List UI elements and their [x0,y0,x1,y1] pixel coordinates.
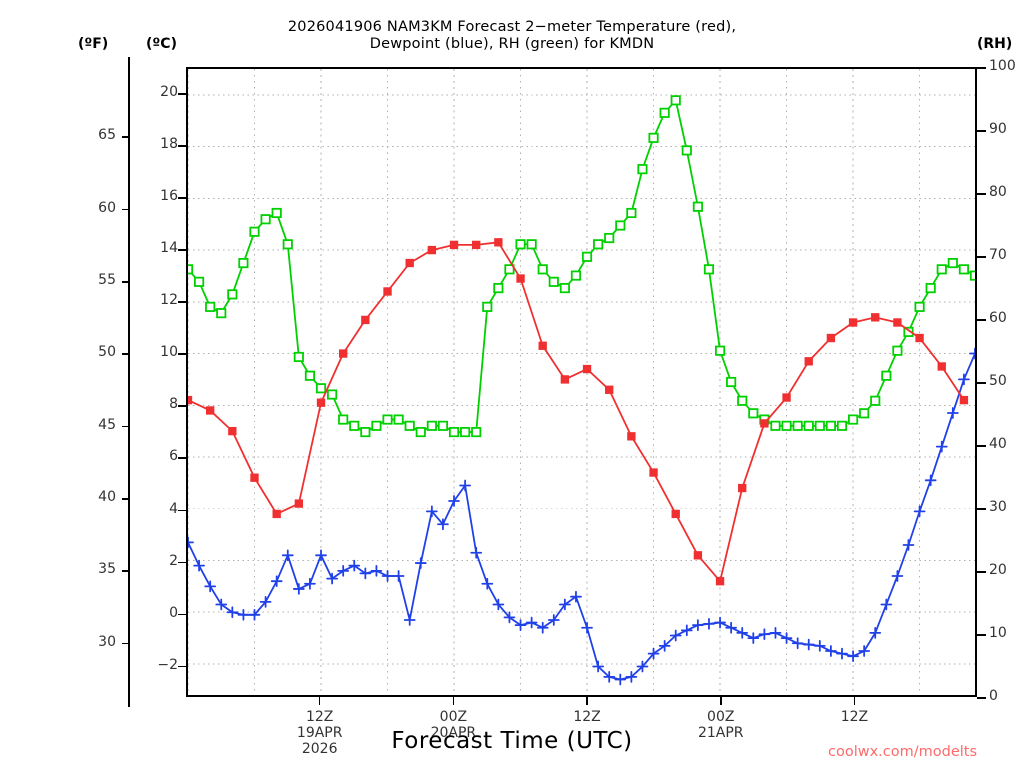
celsius-tick--2-mark [178,665,186,668]
watermark: coolwx.com/modelts [828,744,978,760]
fahrenheit-tick-45-mark [122,425,130,428]
rh-tick-10-mark [977,634,986,636]
celsius-tick-4-mark [178,509,186,512]
rh-tick-100-mark [977,67,986,69]
fahrenheit-tick-30-mark [122,642,130,645]
fahrenheit-tick-30: 30 [98,633,116,650]
fahrenheit-axis-spine [128,57,130,707]
fahrenheit-tick-50-mark [122,353,130,355]
celsius-tick-14-mark [178,249,186,251]
series-dewpoint [188,347,975,686]
series-temperature [188,238,969,586]
rh-tick-50-mark [977,382,986,384]
celsius-tick-12-mark [178,301,186,303]
time-tick-label-00Z-20APR: 00Z 20APR [430,709,477,741]
fahrenheit-tick-35: 35 [98,561,116,578]
celsius-tick-16-mark [178,197,186,199]
chart-title-line1: 2026041906 NAM3KM Forecast 2−meter Tempe… [287,19,737,35]
fahrenheit-tick-65: 65 [98,127,116,144]
rh-axis-header: (RH) [977,36,1013,52]
chart-title-line2: Dewpoint (blue), RH (green) for KMDN [369,36,655,52]
fahrenheit-tick-45: 45 [98,416,116,433]
fahrenheit-tick-55: 55 [98,272,116,289]
time-tick-label-12Z: 12Z [840,709,869,725]
celsius-tick-20: 20 [160,84,178,101]
rh-tick-30-mark [977,508,986,510]
fahrenheit-axis-header: (ºF) [78,36,109,52]
rh-tick-10: 10 [989,625,1007,641]
rh-tick-30: 30 [989,499,1007,515]
series-rh [188,95,975,438]
celsius-tick-6: 6 [169,448,178,465]
fahrenheit-tick-40: 40 [98,488,116,505]
celsius-tick-10-mark [178,353,186,355]
celsius-tick-14: 14 [160,240,178,257]
rh-tick-40-mark [977,445,986,447]
fahrenheit-tick-40-mark [122,497,130,500]
time-tick-mark-00Z [452,697,455,705]
rh-tick-50: 50 [989,373,1007,389]
celsius-tick-18: 18 [160,136,178,153]
fahrenheit-tick-60: 60 [98,199,116,216]
rh-tick-60: 60 [989,310,1007,326]
celsius-tick-12: 12 [160,292,178,309]
data-layer [188,95,975,686]
celsius-tick-18-mark [178,145,186,147]
rh-tick-70: 70 [989,247,1007,263]
rh-tick-80-mark [977,193,986,195]
plot-area [186,67,977,697]
time-tick-label-00Z-21APR: 00Z 21APR [697,709,744,741]
celsius-tick-16: 16 [160,188,178,205]
rh-tick-0: 0 [989,688,998,704]
rh-tick-100: 100 [989,58,1016,74]
rh-tick-20: 20 [989,562,1007,578]
celsius-tick-6-mark [178,457,186,460]
time-tick-mark-00Z [719,697,722,705]
rh-tick-20-mark [977,571,986,573]
celsius-tick-0: 0 [169,604,178,621]
fahrenheit-tick-50: 50 [98,344,116,361]
time-tick-label-12Z-19APR-2026: 12Z 19APR 2026 [296,709,343,757]
fahrenheit-tick-65-mark [122,136,130,138]
celsius-tick-2: 2 [169,552,178,569]
fahrenheit-tick-60-mark [122,208,130,211]
fahrenheit-tick-55-mark [122,281,130,283]
celsius-tick-2-mark [178,561,186,564]
celsius-axis-header: (ºC) [146,36,177,52]
celsius-tick--2: −2 [157,656,178,673]
time-tick-label-12Z: 12Z [573,709,601,725]
rh-tick-60-mark [977,319,986,321]
rh-tick-90-mark [977,130,986,132]
celsius-tick-20-mark [178,93,186,95]
time-tick-mark-12Z [318,697,321,705]
rh-tick-40: 40 [989,436,1007,452]
rh-tick-70-mark [977,256,986,258]
celsius-tick-0-mark [178,613,186,616]
fahrenheit-tick-35-mark [122,570,130,572]
rh-tick-80: 80 [989,184,1007,200]
celsius-tick-8-mark [178,405,186,408]
celsius-tick-10: 10 [160,344,178,361]
chart-title: 2026041906 NAM3KM Forecast 2−meter Tempe… [0,19,1024,53]
celsius-tick-4: 4 [169,500,178,517]
time-tick-mark-12Z [853,697,856,705]
xaxis-title: Forecast Time (UTC) [391,728,633,754]
rh-tick-90: 90 [989,121,1007,137]
celsius-tick-8: 8 [169,396,178,413]
rh-tick-0-mark [977,697,986,699]
time-tick-mark-12Z [586,697,588,705]
